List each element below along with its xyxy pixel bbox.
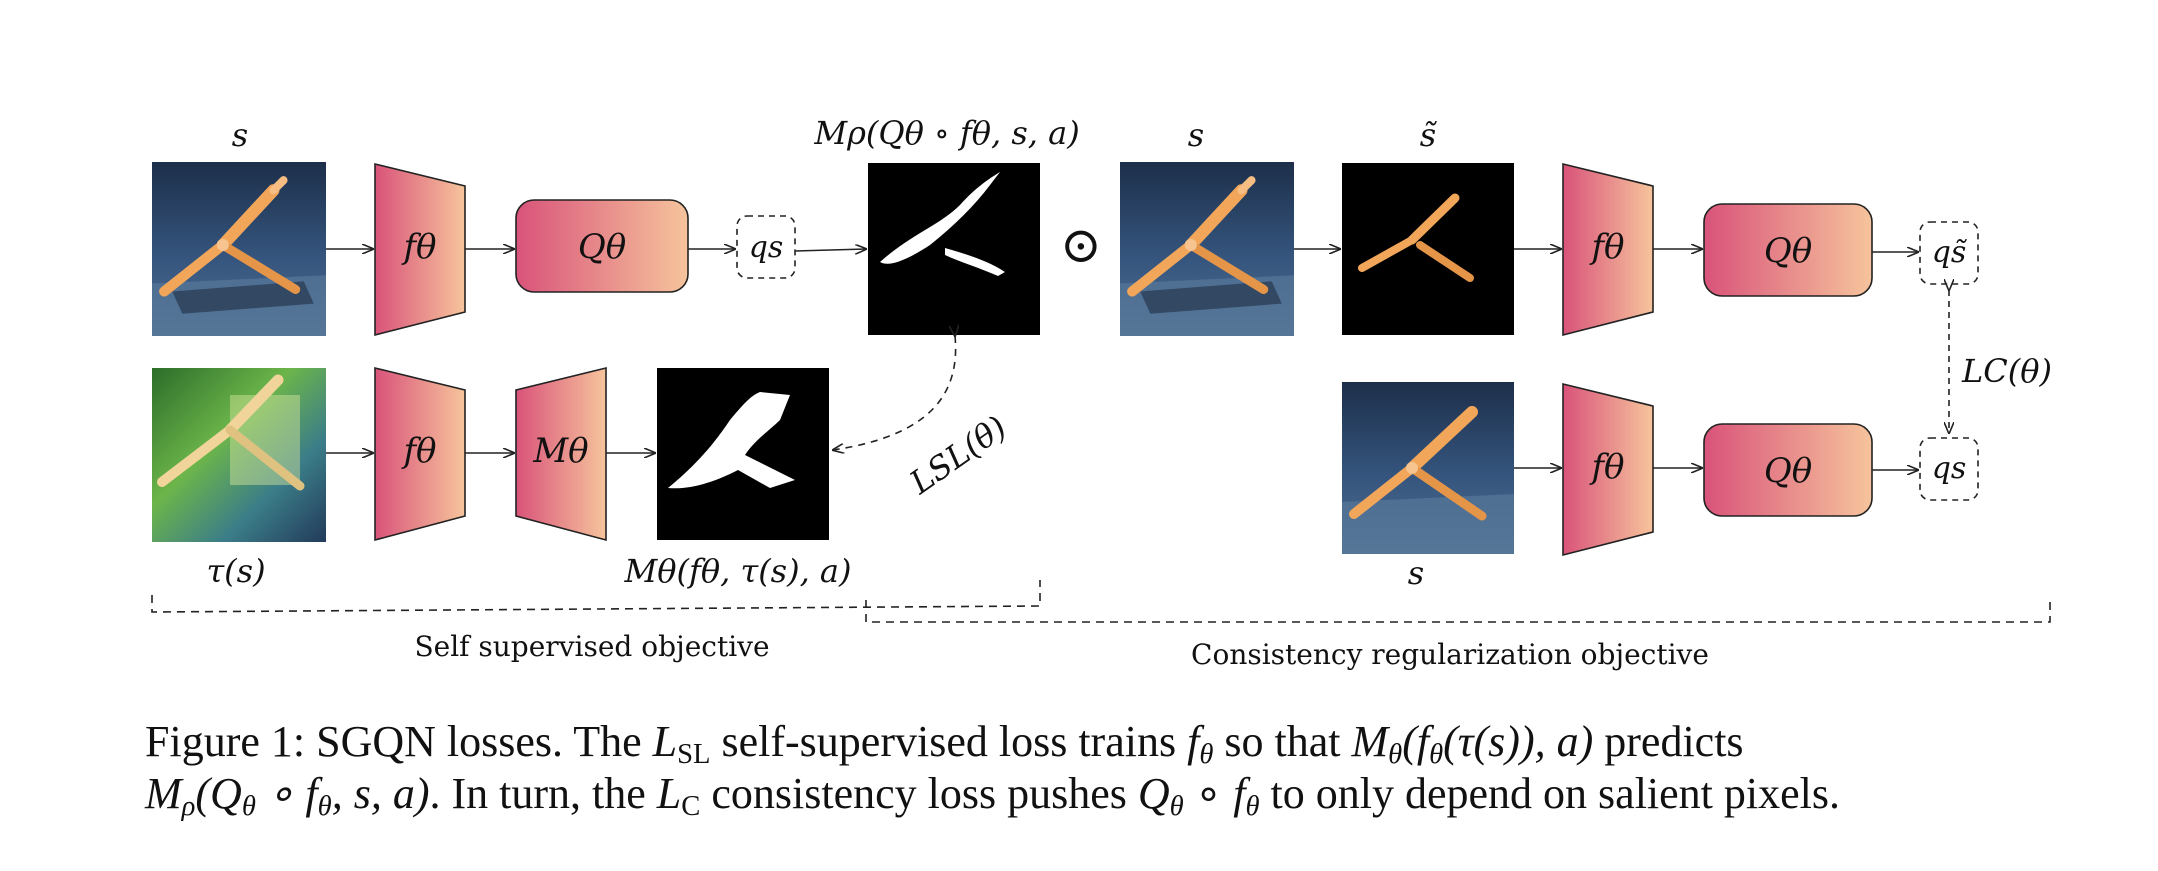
caption-math: , s, a): [331, 769, 430, 818]
caption-math: (f: [1402, 717, 1430, 766]
caption-math-sub: θ: [1245, 791, 1260, 823]
caption-math-sub: SL: [677, 739, 711, 771]
caption-math-sub: θ: [1169, 791, 1184, 823]
saliency-mask-label: Mρ(Qθ ∘ fθ, s, a): [813, 114, 1079, 152]
caption-math-sub: ρ: [181, 791, 196, 823]
right-s-label: s: [1188, 116, 1204, 154]
right-top-encoder-f: [1562, 162, 1654, 337]
caption-math-sub: θ: [317, 791, 332, 823]
predicted-mask-label: Mθ(fθ, τ(s), a): [624, 552, 852, 590]
caption-text: so that: [1213, 717, 1352, 766]
caption-math: M: [145, 769, 182, 818]
caption-text: consistency loss pushes: [700, 769, 1138, 818]
lsl-loss-connector: [833, 336, 956, 450]
augmented-observation-image: [152, 368, 326, 542]
caption-math: L: [652, 717, 678, 766]
top-s-label: s: [232, 116, 248, 154]
caption-line-2: Mρ(Qθ ∘ fθ, s, a). In turn, the LC consi…: [145, 768, 1840, 833]
stilde-label: s̃: [1420, 116, 1438, 154]
tau-s-label: τ(s): [206, 552, 265, 590]
caption-math: f: [1187, 717, 1200, 766]
masked-observation-image: [1342, 163, 1514, 335]
mask-predictor-m: [515, 366, 607, 542]
top-qs-label: qs: [749, 230, 784, 265]
caption-math: (τ(s)), a): [1443, 717, 1594, 766]
right-observation-image: [1120, 162, 1294, 336]
caption-math: Q: [1137, 769, 1170, 818]
caption-text: predicts: [1593, 717, 1744, 766]
right-top-f-label: fθ: [1588, 227, 1624, 267]
bottom-encoder-f: [374, 366, 466, 542]
consistency-bracket: [865, 598, 2051, 623]
caption-line-1: Figure 1: SGQN losses. The LSL self-supe…: [145, 716, 1744, 781]
right-bottom-s-label: s: [1408, 554, 1424, 592]
qstilde-label: qs̃: [1932, 235, 1968, 270]
right-bottom-q-label: Qθ: [1764, 451, 1812, 491]
caption-text: . In turn, the: [429, 769, 657, 818]
sgqn-diagram: s fθ Qθ qs Mρ(Qθ ∘ fθ, s, a) ⊙ τ(s) fθ M…: [151, 114, 2052, 671]
caption-math: L: [656, 769, 682, 818]
right-top-q-label: Qθ: [1764, 231, 1812, 271]
right-bottom-encoder-f: [1562, 382, 1654, 557]
consistency-label: Consistency regularization objective: [1191, 638, 1709, 671]
lc-loss-label: LC(θ): [1961, 352, 2052, 390]
right-bottom-observation-image: [1342, 382, 1514, 554]
caption-text: Figure 1: SGQN losses. The: [145, 717, 653, 766]
top-encoder-f: [374, 162, 466, 337]
arrow-top-4: [794, 249, 866, 251]
caption-math-sub: C: [681, 791, 701, 823]
odot-operator: ⊙: [1060, 216, 1102, 274]
bottom-f-label: fθ: [400, 431, 436, 471]
caption-text: self-supervised loss trains: [710, 717, 1188, 766]
caption-math: M: [1351, 717, 1389, 766]
self-supervised-bracket: [151, 580, 1041, 613]
top-q-network: [515, 199, 689, 293]
caption-text: to only depend on salient pixels.: [1259, 769, 1840, 818]
caption-math: ∘: [1183, 769, 1234, 818]
caption-math: ∘ f: [255, 769, 318, 818]
caption-math: (Q: [195, 769, 242, 818]
caption-math-sub: θ: [241, 791, 256, 823]
self-supervised-label: Self supervised objective: [414, 630, 769, 663]
top-observation-image: [152, 162, 326, 336]
right-qs-label: qs: [1932, 451, 1967, 486]
caption-math-sub: θ: [1429, 739, 1444, 771]
predicted-mask-image: [657, 368, 829, 540]
right-bottom-f-label: fθ: [1588, 447, 1624, 487]
saliency-mask-image: [868, 163, 1040, 335]
caption-math-sub: θ: [1388, 739, 1403, 771]
top-f-label: fθ: [400, 227, 436, 267]
lsl-loss-label: LSL(θ): [902, 408, 1014, 502]
caption-math: f: [1233, 769, 1246, 818]
caption-math-sub: θ: [1199, 739, 1214, 771]
top-q-label: Qθ: [578, 227, 626, 267]
right-top-q-network: [1703, 203, 1873, 297]
m-theta-label: Mθ: [532, 431, 588, 471]
